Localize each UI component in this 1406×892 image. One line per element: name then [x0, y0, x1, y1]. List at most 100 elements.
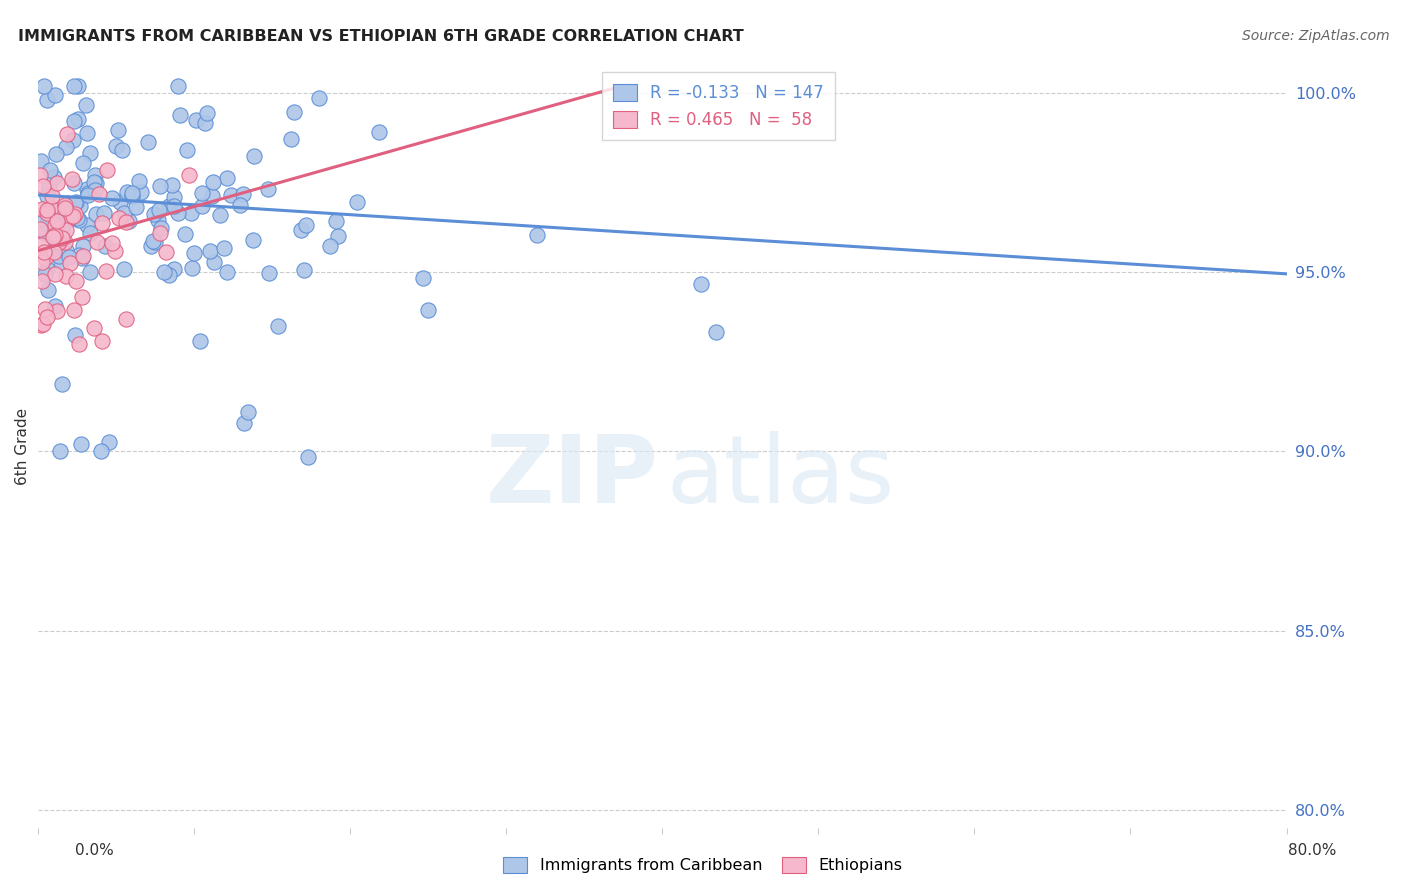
Point [104, 139, 127, 153]
Point [280, 132, 302, 146]
Point [259, 266, 281, 280]
Point [142, 234, 165, 248]
Point [63, 195, 86, 210]
Point [121, 189, 143, 203]
Point [46, 177, 69, 191]
Point [37, 94, 59, 108]
Point [53, 201, 76, 215]
Point [183, 246, 205, 260]
Point [44, 219, 66, 233]
Text: 80.0%: 80.0% [1288, 843, 1336, 858]
Point [118, 213, 141, 227]
Point [97, 434, 120, 449]
Point [38, 227, 60, 242]
Point [136, 136, 159, 150]
Point [201, 189, 224, 203]
Point [37, 188, 59, 202]
Point [111, 144, 134, 158]
Point [32, 214, 55, 228]
Point [104, 244, 127, 258]
Point [418, 302, 440, 317]
Point [188, 334, 211, 349]
Point [112, 206, 135, 220]
Point [173, 227, 195, 241]
Point [84, 168, 107, 182]
Point [243, 149, 266, 163]
Point [34, 226, 56, 240]
Point [44, 88, 66, 103]
Point [108, 211, 131, 226]
Point [79, 265, 101, 279]
Point [84, 176, 107, 190]
Point [41, 189, 63, 203]
Point [139, 239, 162, 253]
Text: ZIP: ZIP [486, 431, 658, 523]
Point [67, 212, 90, 227]
Point [194, 116, 217, 130]
Point [65, 195, 87, 210]
Point [153, 265, 176, 279]
Point [236, 405, 259, 419]
Point [42, 244, 65, 259]
Point [232, 416, 254, 430]
Y-axis label: 6th Grade: 6th Grade [15, 408, 30, 484]
Point [124, 200, 146, 214]
Legend: R = -0.133   N = 147, R = 0.465   N =  58: R = -0.133 N = 147, R = 0.465 N = 58 [602, 72, 835, 140]
Point [62, 133, 84, 147]
Point [76, 126, 98, 140]
Point [368, 125, 391, 139]
Point [32, 78, 55, 93]
Point [38, 180, 60, 194]
Point [31, 274, 53, 288]
Point [129, 185, 152, 199]
Legend: Immigrants from Caribbean, Ethiopians: Immigrants from Caribbean, Ethiopians [498, 850, 908, 880]
Point [328, 229, 350, 244]
Point [83, 321, 105, 335]
Point [84, 183, 107, 197]
Point [31, 202, 53, 217]
Point [267, 318, 290, 333]
Point [180, 206, 202, 220]
Point [90, 444, 112, 458]
Point [319, 239, 342, 253]
Point [143, 235, 166, 249]
Point [37, 283, 59, 297]
Point [30, 153, 52, 168]
Point [191, 186, 214, 200]
Point [76, 182, 98, 196]
Point [184, 113, 207, 128]
Point [63, 78, 86, 93]
Point [55, 223, 77, 237]
Point [67, 248, 90, 262]
Point [70, 290, 93, 304]
Point [191, 199, 214, 213]
Point [94, 263, 117, 277]
Point [176, 143, 198, 157]
Point [37, 262, 59, 277]
Point [41, 201, 63, 215]
Point [51, 230, 73, 244]
Point [48, 235, 70, 249]
Point [256, 182, 278, 196]
Point [75, 98, 97, 112]
Point [219, 187, 242, 202]
Point [63, 207, 86, 221]
Point [70, 437, 93, 451]
Point [215, 170, 238, 185]
Point [53, 198, 76, 212]
Point [87, 187, 110, 202]
Point [66, 211, 89, 225]
Point [51, 377, 73, 392]
Point [107, 122, 129, 136]
Point [37, 310, 59, 324]
Point [42, 204, 65, 219]
Point [108, 195, 131, 210]
Point [72, 239, 94, 253]
Point [149, 178, 172, 193]
Point [44, 228, 66, 243]
Point [63, 176, 86, 190]
Point [128, 173, 150, 187]
Point [35, 202, 58, 217]
Point [704, 325, 727, 339]
Point [160, 178, 183, 192]
